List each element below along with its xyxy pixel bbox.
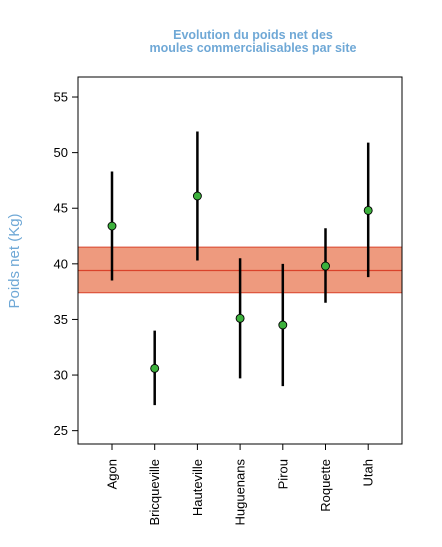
y-tick-label: 45 [54,201,68,216]
chart-title-line-2: moules commercialisables par site [149,41,356,55]
x-tick-label: Pirou [275,459,290,489]
data-point [235,313,245,323]
x-tick-label: Utah [361,459,376,486]
y-tick-label: 50 [54,145,68,160]
x-tick-label: Bricqueville [147,459,162,525]
y-tick-label: 40 [54,256,68,271]
x-tick-label: Roquette [318,459,333,512]
data-point [192,191,202,201]
x-tick-label: Agon [105,459,120,489]
y-tick-label: 30 [54,368,68,383]
y-tick-label: 25 [54,423,68,438]
data-point [278,320,288,330]
x-tick-label: Huguenans [233,459,248,526]
y-tick-label: 35 [54,312,68,327]
x-tick-label: Hauteville [190,459,205,516]
data-point [363,206,373,215]
data-point [107,221,117,231]
plot-area: 25 30 35 40 45 50 55 Agon Bricqueville Hauteville… [54,76,403,526]
data-point [321,261,330,271]
data-point [150,363,160,373]
y-tick-label: 55 [54,90,68,105]
chart-title-line-1: Evolution du poids net des [173,28,333,42]
y-axis-label: Poids net (Kg) [6,213,23,308]
